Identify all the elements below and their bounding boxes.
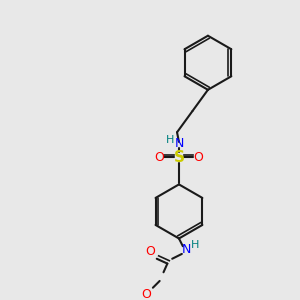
Text: O: O bbox=[145, 245, 155, 259]
Text: O: O bbox=[141, 288, 151, 300]
Text: S: S bbox=[173, 150, 184, 165]
Text: O: O bbox=[155, 151, 165, 164]
Text: O: O bbox=[193, 151, 203, 164]
Text: H: H bbox=[191, 240, 200, 250]
Text: N: N bbox=[174, 137, 184, 150]
Text: H: H bbox=[166, 135, 175, 145]
Text: N: N bbox=[182, 243, 191, 256]
